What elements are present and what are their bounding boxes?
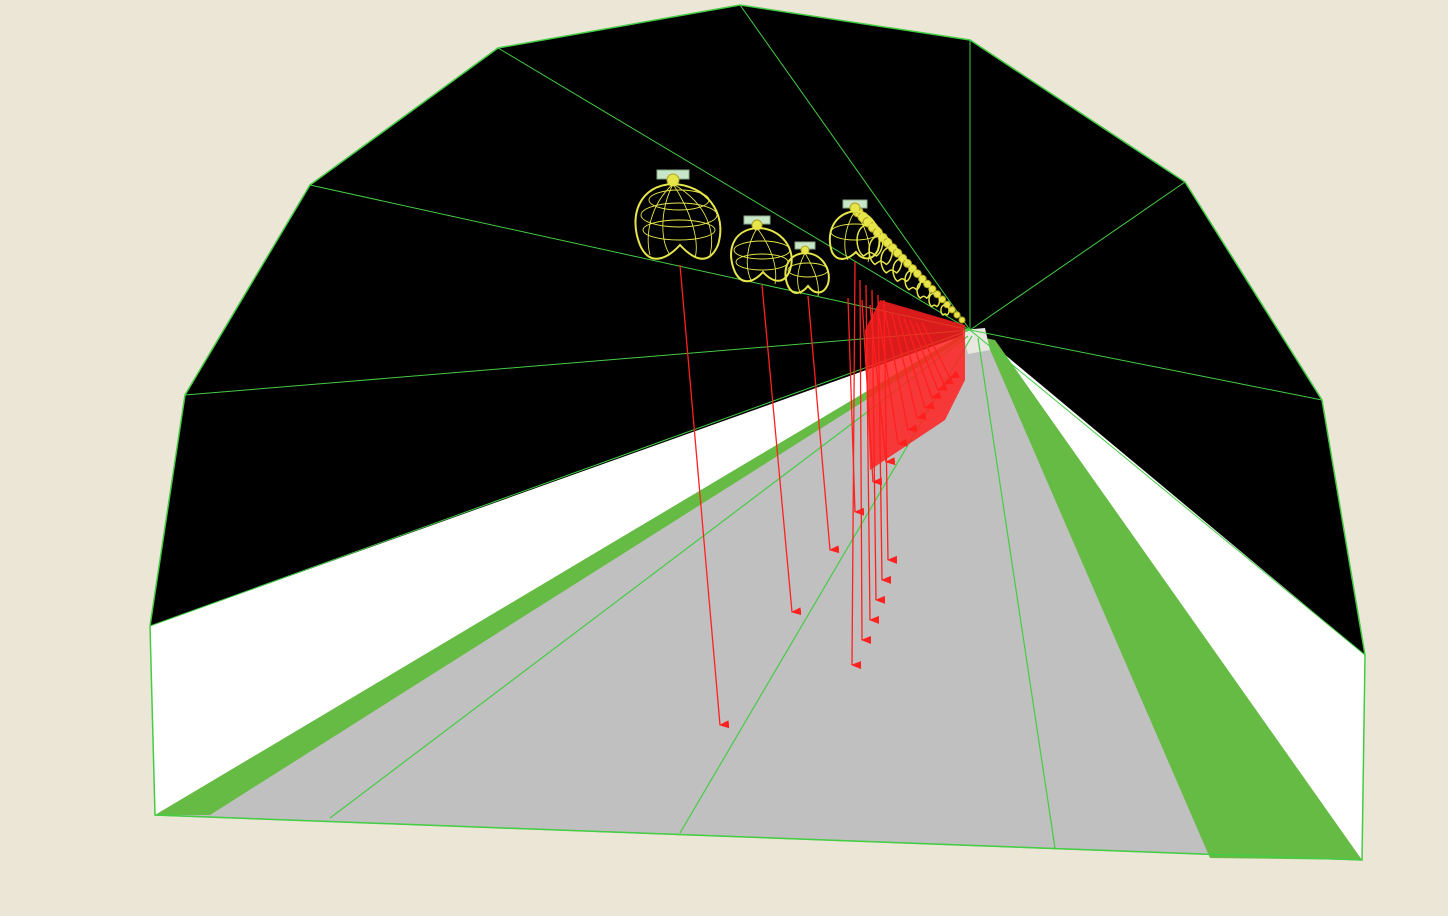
light-ray [859,279,872,644]
luminaire-distant [892,257,912,283]
light-ray [807,295,840,554]
luminaire-node [938,295,947,304]
right-curb [985,338,1362,860]
tunnel-ceiling [150,5,1365,655]
luminaire-distant [904,269,922,291]
luminaire-node [948,306,956,314]
luminaire-distant-cluster [856,223,950,316]
ceiling-grid-lines [149,4,1366,656]
luminaire-3[interactable] [784,241,830,297]
luminaire-distant [928,292,941,308]
luminaire-node [958,316,966,324]
luminaire-1[interactable] [634,169,722,260]
light-ray-cluster [865,300,965,470]
luminaire-4[interactable] [828,199,881,263]
left-curb [155,334,967,815]
luminaire-2[interactable] [730,215,793,285]
luminaire-node [953,311,961,319]
light-ray [679,264,730,729]
light-ray [847,297,865,516]
luminaire-distant [940,304,950,316]
luminaire-distant [856,223,884,257]
light-ray [761,284,802,616]
luminaire-distant [916,281,931,300]
tunnel-end [962,328,990,354]
